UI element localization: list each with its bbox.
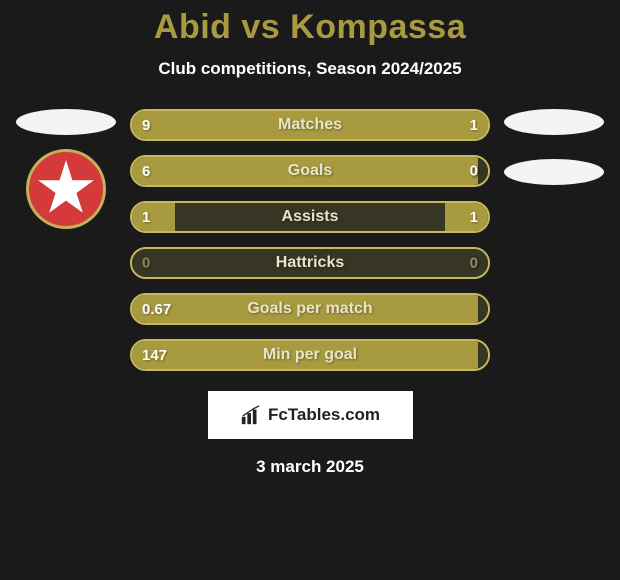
bar-left-value: 1: [142, 209, 150, 226]
bar-left-value: 6: [142, 163, 150, 180]
right-flag-icon: [504, 109, 604, 135]
bar-right-value: 0: [470, 255, 478, 272]
right-club-badge-icon: [504, 159, 604, 185]
stat-bar: 91Matches: [130, 109, 490, 141]
bar-left-value: 0.67: [142, 301, 171, 318]
stat-bar: 0000Hattricks: [130, 247, 490, 279]
bar-left-value: 0: [142, 255, 150, 272]
bar-right-value: 0: [470, 163, 478, 180]
updated-date: 3 march 2025: [256, 457, 364, 477]
bar-right-segment: 1: [445, 203, 488, 231]
right-player-col: [504, 109, 604, 371]
stat-bar: 11Assists: [130, 201, 490, 233]
bar-left-value: 9: [142, 117, 150, 134]
page-title: Abid vs Kompassa: [154, 8, 466, 47]
star-icon: [37, 160, 95, 218]
comparison-card: Abid vs Kompassa Club competitions, Seas…: [0, 0, 620, 580]
bar-left-segment: 6: [132, 157, 478, 185]
bar-right-segment: [478, 295, 488, 323]
main-row: 91Matches060Goals11Assists0000Hattricks0…: [0, 109, 620, 371]
bar-right-value: 1: [470, 117, 478, 134]
bar-right-segment: [478, 341, 488, 369]
bar-mid-segment: [175, 203, 446, 231]
logo-text: FcTables.com: [268, 405, 380, 425]
stat-bar: 0.67Goals per match: [130, 293, 490, 325]
bar-right-value: 1: [470, 209, 478, 226]
stat-bar: 060Goals: [130, 155, 490, 187]
bar-left-segment: 0.67: [132, 295, 478, 323]
chart-icon: [240, 404, 262, 426]
bar-left-segment: 147: [132, 341, 478, 369]
bar-left-segment: 1: [132, 203, 175, 231]
stat-bar: 147Min per goal: [130, 339, 490, 371]
page-subtitle: Club competitions, Season 2024/2025: [158, 59, 461, 79]
site-logo: FcTables.com: [208, 391, 413, 439]
bar-left-segment: 0: [132, 249, 142, 277]
bar-left-value: 147: [142, 347, 167, 364]
left-player-col: [16, 109, 116, 371]
bar-right-segment: 0: [478, 249, 488, 277]
bar-right-segment: 1: [399, 111, 488, 139]
left-club-badge-icon: [26, 149, 106, 229]
bar-mid-segment: [142, 249, 478, 277]
bar-right-segment: 0: [478, 157, 488, 185]
bar-left-segment: 9: [132, 111, 399, 139]
stats-bars: 91Matches060Goals11Assists0000Hattricks0…: [130, 109, 490, 371]
left-flag-icon: [16, 109, 116, 135]
